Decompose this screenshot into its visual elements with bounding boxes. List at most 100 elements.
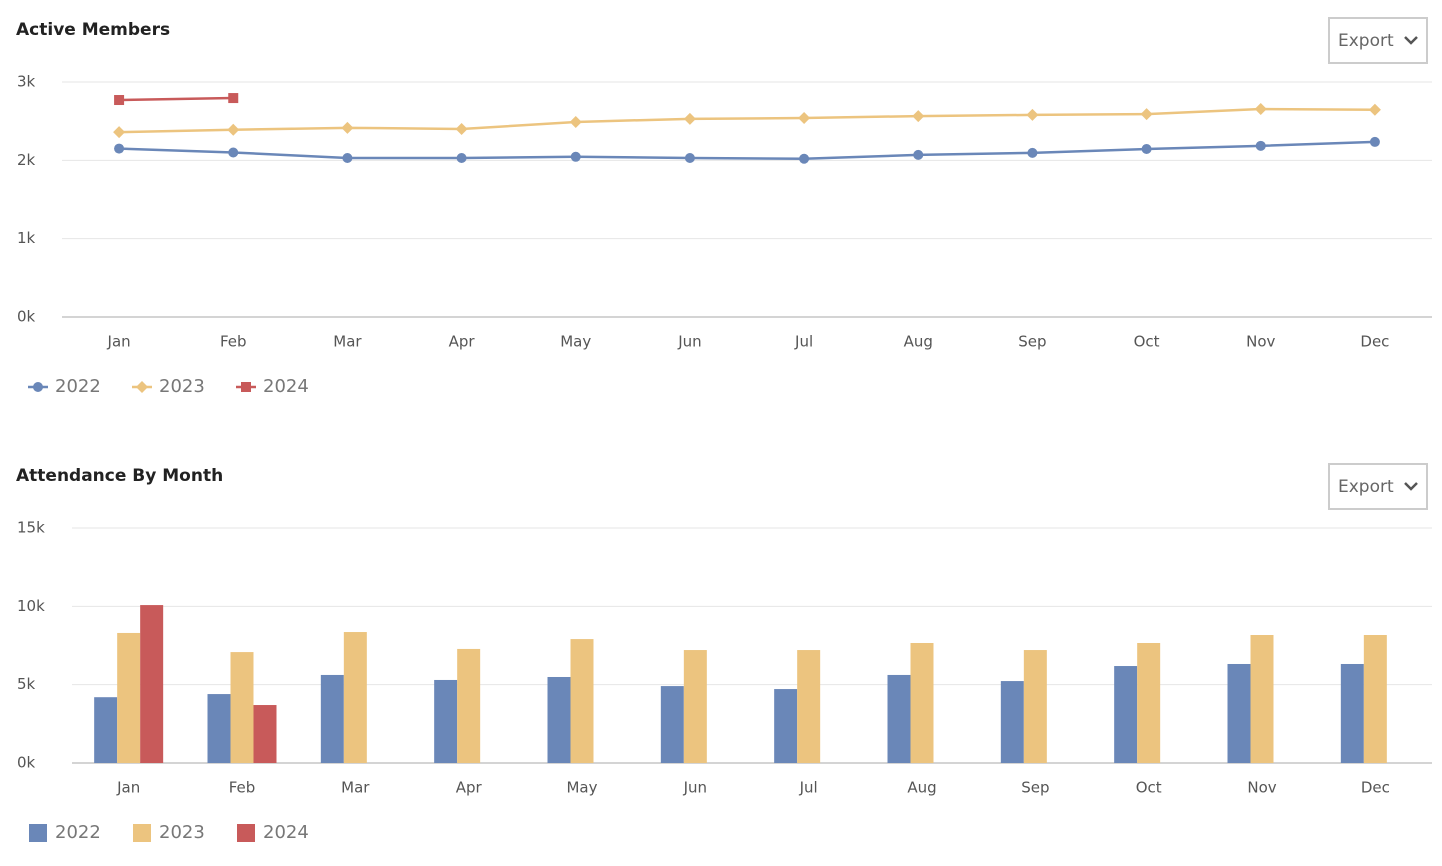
bar: [1000, 681, 1024, 763]
legend-label[interactable]: 2022: [55, 822, 101, 843]
x-tick-label: Aug: [904, 333, 933, 351]
legend-label[interactable]: 2024: [263, 376, 309, 397]
export-button[interactable]: [1328, 17, 1428, 64]
legend-label[interactable]: 2023: [159, 822, 205, 843]
point: [1141, 143, 1152, 154]
legend-marker: [241, 382, 251, 392]
y-tick-label: 1k: [17, 229, 36, 247]
bar: [797, 650, 821, 763]
x-tick-label: Apr: [449, 333, 476, 351]
x-tick-label: May: [566, 779, 597, 797]
x-tick-label: Dec: [1360, 333, 1389, 351]
legend-swatch: [133, 824, 151, 842]
series-line: [119, 107, 1375, 134]
x-tick-label: Mar: [333, 333, 362, 351]
point: [1026, 108, 1039, 121]
bar: [1137, 642, 1161, 763]
point: [1369, 136, 1380, 147]
bar: [94, 697, 118, 763]
bar: [910, 642, 934, 763]
point: [1255, 140, 1266, 151]
legend-label[interactable]: 2022: [55, 376, 101, 397]
point: [569, 115, 582, 128]
x-tick-label: Jul: [794, 333, 813, 351]
point: [114, 143, 125, 154]
point: [912, 110, 925, 123]
bar: [660, 686, 684, 763]
bar: [1114, 666, 1138, 763]
x-tick-label: Sep: [1018, 333, 1046, 351]
point: [456, 152, 467, 163]
y-tick-label: 15k: [17, 519, 45, 537]
x-tick-label: Dec: [1361, 779, 1390, 797]
x-tick-label: Feb: [220, 333, 247, 351]
point: [799, 153, 810, 164]
point: [1140, 108, 1153, 121]
point: [113, 126, 126, 139]
legend-marker: [33, 382, 43, 392]
x-tick-label: Jul: [799, 779, 818, 797]
x-tick-label: Oct: [1136, 779, 1162, 797]
x-tick-label: Jan: [116, 779, 140, 797]
export-label[interactable]: Export: [1338, 477, 1394, 497]
x-tick-label: Jun: [683, 779, 707, 797]
export-button[interactable]: [1328, 463, 1428, 510]
y-tick-label: 5k: [17, 675, 36, 693]
y-tick-label: 0k: [17, 308, 36, 326]
point: [913, 149, 924, 160]
bar: [1023, 650, 1047, 763]
bar: [253, 705, 277, 763]
x-tick-label: Mar: [341, 779, 370, 797]
bar: [1363, 635, 1387, 763]
y-tick-label: 3k: [17, 73, 36, 91]
point: [114, 95, 125, 106]
legend-label[interactable]: 2024: [263, 822, 309, 843]
point: [798, 112, 811, 125]
bar: [547, 676, 571, 763]
point: [455, 123, 468, 135]
export-chevron: [1404, 36, 1418, 45]
series-line: [119, 140, 1375, 161]
y-tick-label: 10k: [17, 597, 45, 615]
legend-swatch: [29, 824, 47, 842]
x-tick-label: Oct: [1134, 333, 1160, 351]
bar: [117, 632, 141, 763]
x-tick-label: Jan: [107, 333, 131, 351]
y-tick-label: 0k: [17, 754, 36, 772]
export-label[interactable]: Export: [1338, 31, 1394, 51]
bar: [457, 648, 481, 763]
x-tick-label: Apr: [456, 779, 483, 797]
series-line: [119, 96, 234, 102]
x-tick-label: May: [560, 333, 591, 351]
point: [341, 121, 354, 134]
y-tick-label: 2k: [17, 151, 36, 169]
bar: [343, 632, 367, 763]
bar: [207, 694, 231, 763]
legend-label[interactable]: 2023: [159, 376, 205, 397]
x-tick-label: Sep: [1021, 779, 1049, 797]
bar: [140, 605, 164, 763]
point: [227, 123, 240, 136]
bar: [1250, 635, 1274, 763]
export-chevron: [1404, 482, 1418, 491]
point: [228, 147, 239, 158]
chart-title: Active Members: [16, 20, 170, 40]
point: [228, 93, 239, 104]
bar: [1227, 663, 1251, 763]
point: [570, 151, 581, 162]
point: [683, 112, 696, 125]
legend-swatch: [237, 824, 255, 842]
bar: [1340, 663, 1364, 763]
point: [1027, 147, 1038, 158]
bar: [434, 679, 458, 763]
legend-marker: [136, 381, 148, 393]
bar: [320, 674, 344, 763]
bar: [230, 652, 254, 763]
bar: [683, 650, 707, 763]
point: [1368, 103, 1381, 116]
bar: [774, 689, 798, 763]
x-tick-label: Nov: [1247, 779, 1276, 797]
x-tick-label: Jun: [677, 333, 701, 351]
bar: [570, 639, 594, 763]
